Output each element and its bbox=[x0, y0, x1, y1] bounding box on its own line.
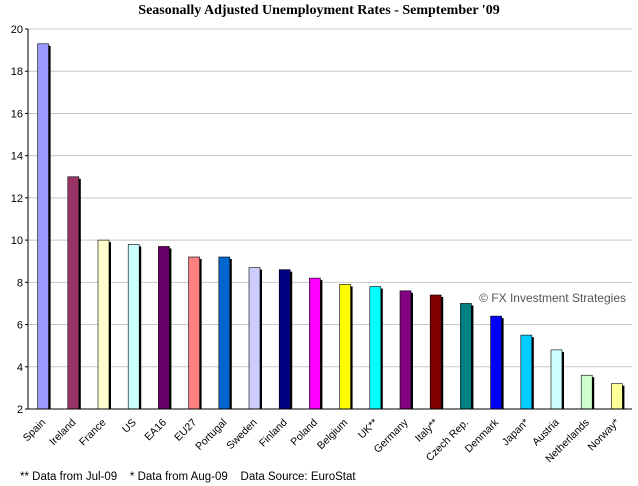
bar-france bbox=[97, 239, 111, 410]
bar bbox=[399, 290, 412, 410]
footnote: ** Data from Jul-09 * Data from Aug-09 D… bbox=[20, 471, 356, 483]
bar-us bbox=[127, 244, 142, 410]
y-tick-label: 12 bbox=[11, 193, 23, 205]
bar-uk bbox=[369, 286, 383, 410]
x-category-label: EU27 bbox=[172, 417, 199, 444]
x-category-label: Germany bbox=[372, 416, 412, 456]
y-tick-label: 14 bbox=[11, 151, 23, 163]
bar bbox=[611, 383, 623, 410]
bar bbox=[369, 286, 382, 410]
y-tick-label: 8 bbox=[17, 277, 23, 289]
bar-belgium bbox=[339, 284, 353, 410]
bars bbox=[37, 43, 625, 410]
bar-poland bbox=[309, 277, 323, 410]
y-tick-label: 4 bbox=[17, 362, 23, 374]
bar bbox=[158, 246, 170, 410]
bar-germany bbox=[399, 290, 413, 410]
bar-ireland bbox=[67, 176, 81, 410]
bar bbox=[188, 256, 200, 410]
x-category-label: Italy** bbox=[413, 417, 441, 445]
bar bbox=[550, 349, 563, 410]
bar bbox=[278, 269, 291, 410]
x-category-label: Japan* bbox=[500, 417, 532, 449]
bar bbox=[127, 244, 140, 410]
bar bbox=[218, 256, 231, 410]
bar-eu27 bbox=[188, 256, 202, 410]
bar-norway bbox=[611, 383, 625, 410]
x-category-label: Norway* bbox=[585, 417, 622, 454]
y-tick-label: 18 bbox=[11, 66, 23, 78]
copyright-annotation: © FX Investment Strategies bbox=[479, 291, 626, 305]
x-category-label: Denmark bbox=[463, 416, 502, 455]
bar-netherlands bbox=[580, 374, 595, 410]
x-category-label: France bbox=[77, 417, 109, 449]
y-tick-label: 2 bbox=[17, 404, 23, 416]
x-category-label: UK** bbox=[356, 417, 381, 442]
x-category-label: Belgium bbox=[315, 416, 350, 451]
bar bbox=[339, 284, 351, 410]
y-tick-label: 16 bbox=[11, 108, 23, 120]
bar bbox=[460, 303, 472, 410]
axes bbox=[27, 29, 632, 410]
bar bbox=[309, 277, 321, 410]
x-category-label: Spain bbox=[21, 417, 49, 445]
gridlines bbox=[28, 28, 632, 368]
bar-austria bbox=[550, 349, 564, 410]
y-axis-ticks: 2 4 6 8 10 12 14 16 18 20 bbox=[11, 24, 28, 416]
bar-portugal bbox=[218, 256, 232, 410]
chart-title: Seasonally Adjusted Unemployment Rates -… bbox=[138, 3, 499, 18]
x-category-label: EA16 bbox=[142, 417, 169, 444]
bar-finland bbox=[278, 269, 293, 410]
y-tick-label: 10 bbox=[11, 235, 23, 247]
x-category-label: US bbox=[120, 417, 139, 436]
bar-spain bbox=[37, 43, 51, 410]
bar-italy bbox=[429, 294, 444, 410]
bar bbox=[248, 267, 261, 410]
bar-sweden bbox=[248, 267, 262, 410]
y-tick-label: 6 bbox=[17, 320, 23, 332]
bar bbox=[429, 294, 442, 410]
bar-denmark bbox=[490, 315, 504, 410]
bar bbox=[580, 374, 593, 410]
bar bbox=[37, 43, 49, 410]
bar-ea16 bbox=[158, 246, 172, 410]
x-category-label: Ireland bbox=[47, 417, 78, 448]
bar bbox=[490, 315, 502, 410]
bar-japan bbox=[520, 334, 534, 410]
bar bbox=[97, 239, 110, 410]
bar-czech-rep bbox=[460, 303, 474, 410]
bar bbox=[520, 334, 533, 410]
x-category-label: Sweden bbox=[224, 417, 259, 452]
x-category-label: Portugal bbox=[193, 417, 229, 453]
bar bbox=[67, 176, 80, 410]
y-tick-label: 20 bbox=[11, 24, 23, 36]
x-category-label: Finland bbox=[257, 417, 290, 450]
